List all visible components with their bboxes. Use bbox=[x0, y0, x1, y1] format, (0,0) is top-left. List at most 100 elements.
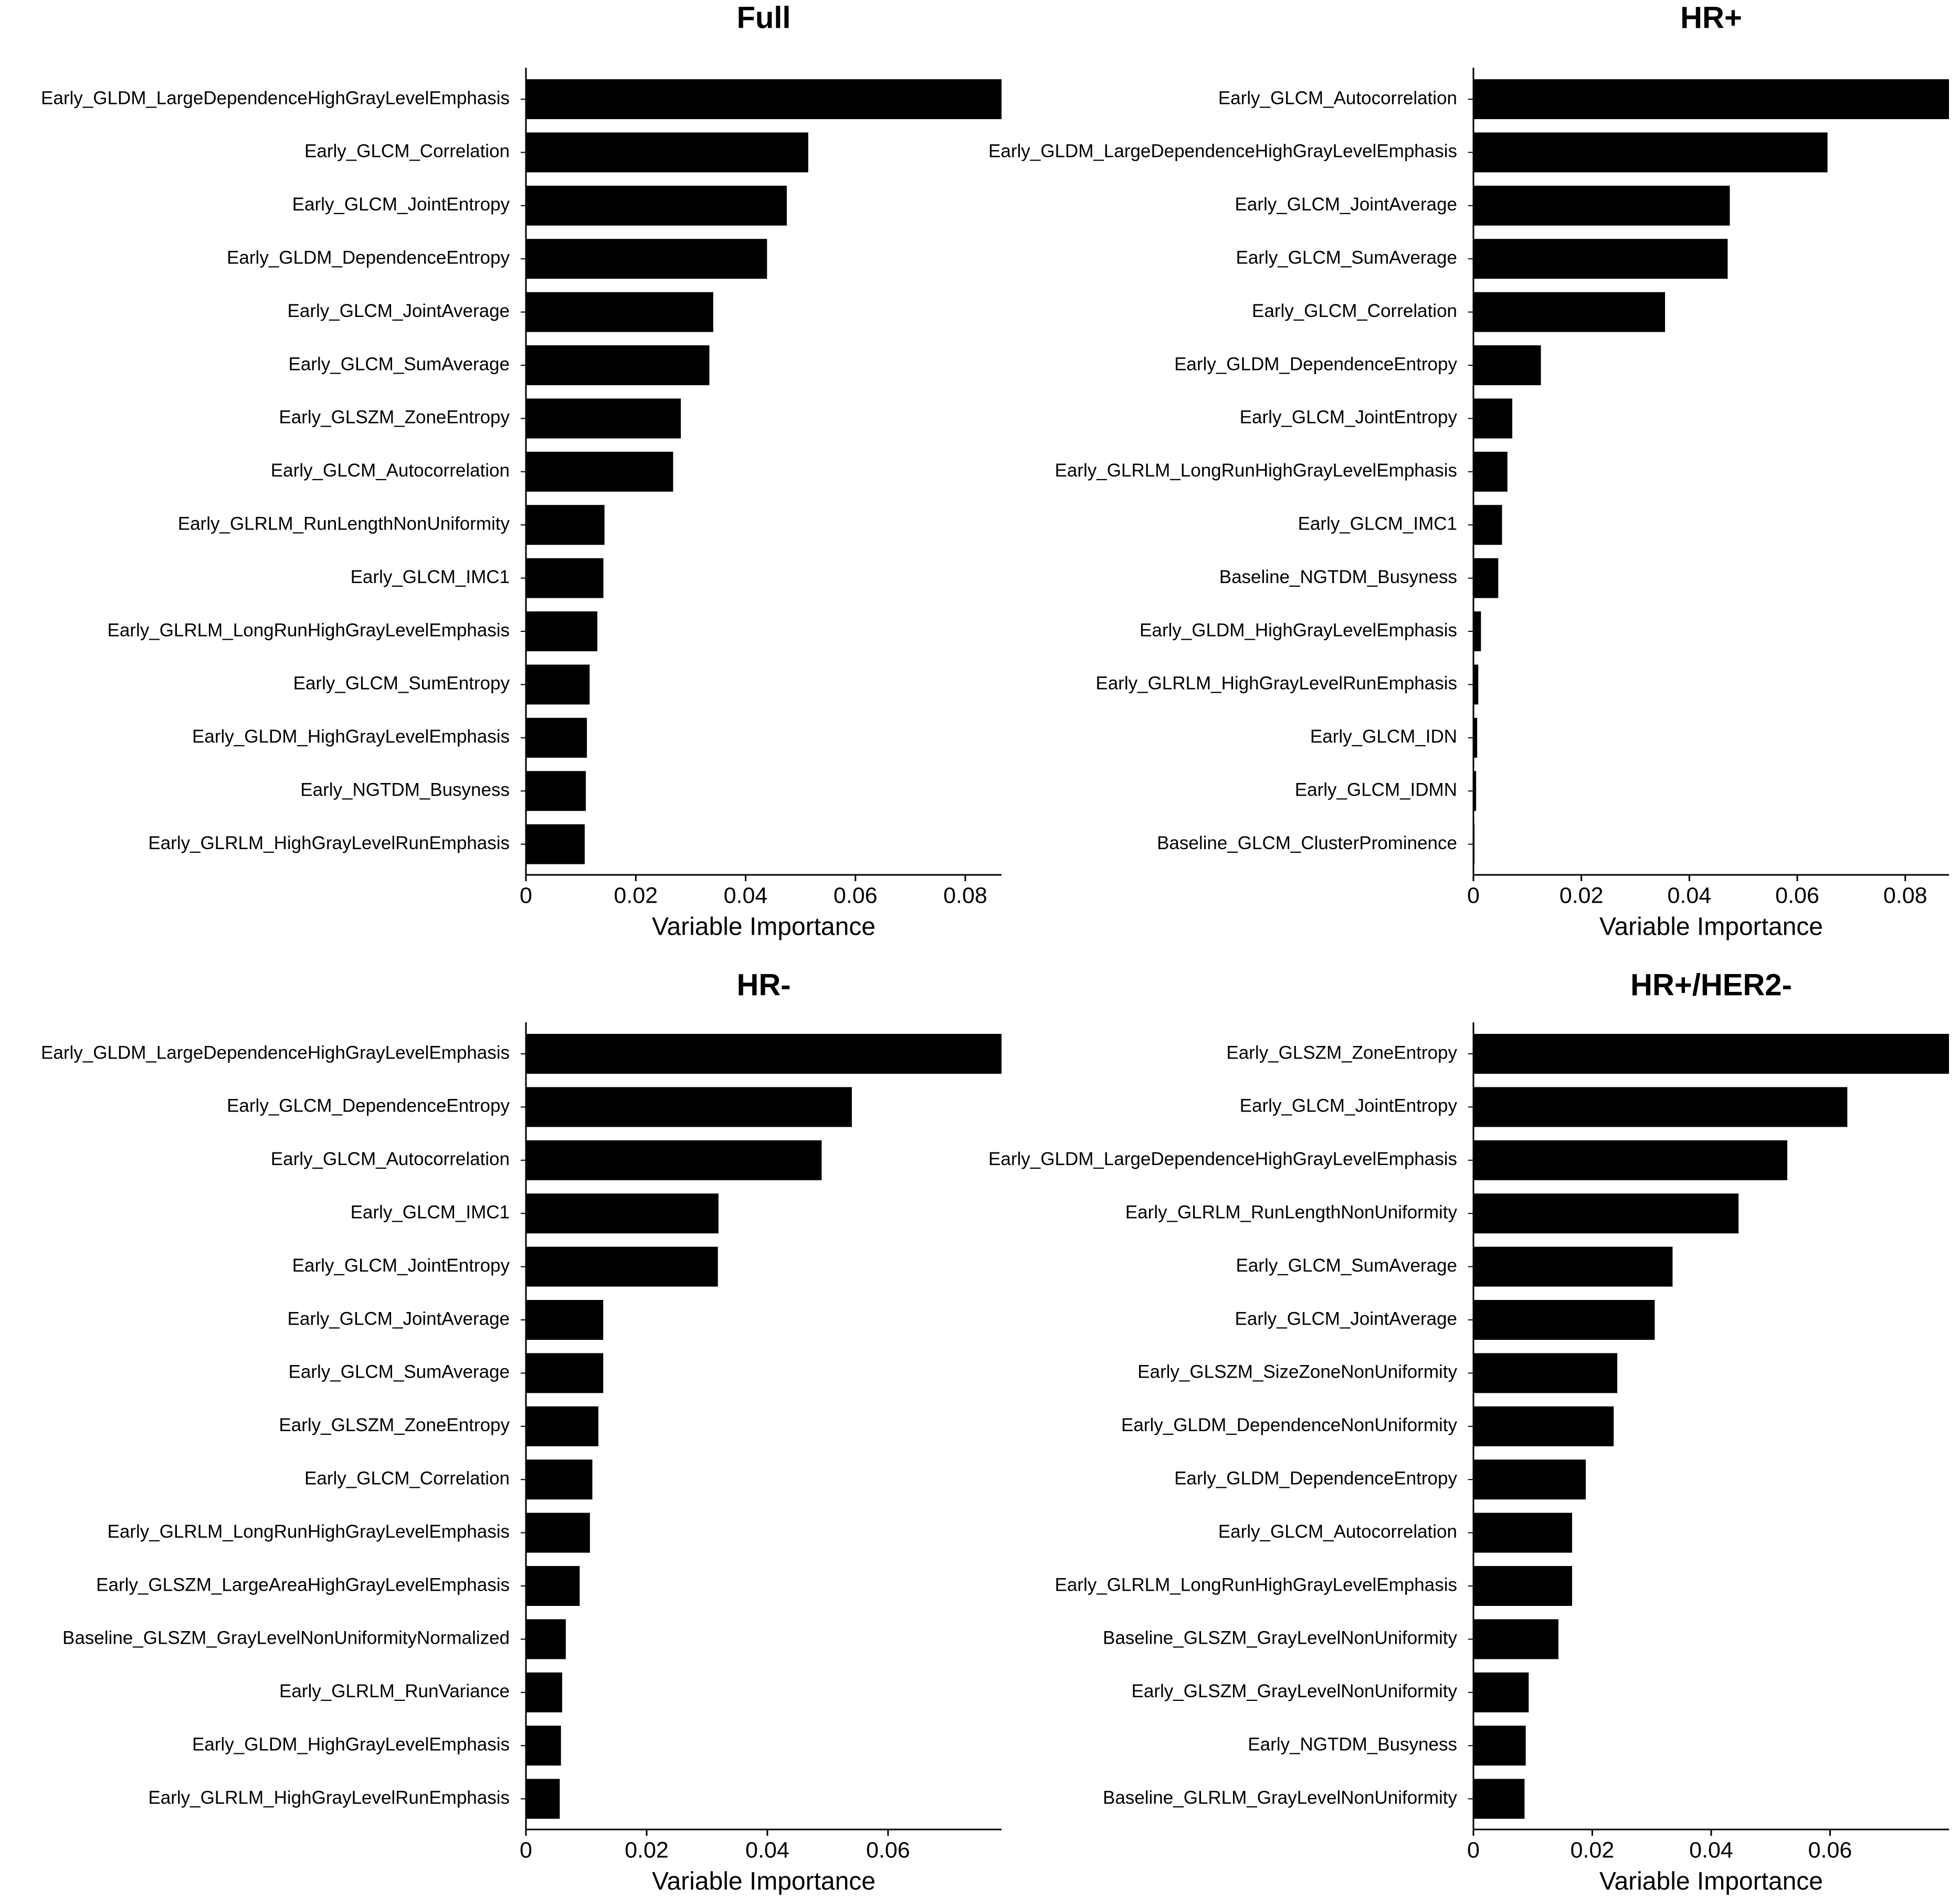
bar bbox=[526, 771, 586, 811]
bar bbox=[1473, 451, 1508, 492]
x-tick-label: 0 bbox=[520, 883, 532, 908]
bar bbox=[526, 1672, 562, 1712]
category-label: Early_GLDM_LargeDependenceHighGrayLevelE… bbox=[41, 1042, 510, 1063]
category-label: Early_GLCM_SumAverage bbox=[1236, 247, 1458, 268]
x-tick-label: 0.06 bbox=[866, 1837, 910, 1863]
bar bbox=[526, 132, 808, 173]
category-label: Early_GLDM_HighGrayLevelEmphasis bbox=[192, 1734, 510, 1754]
bar bbox=[526, 1459, 593, 1500]
x-tick-label: 0.04 bbox=[724, 883, 768, 908]
x-axis-label: Variable Importance bbox=[1599, 1868, 1823, 1896]
category-label: Early_GLCM_Correlation bbox=[1252, 301, 1457, 321]
category-label: Early_GLDM_DependenceEntropy bbox=[227, 247, 510, 268]
bar bbox=[526, 345, 710, 385]
category-label: Early_GLRLM_HighGrayLevelRunEmphasis bbox=[148, 833, 510, 853]
bar bbox=[1473, 132, 1828, 173]
category-label: Early_GLRLM_RunLengthNonUniformity bbox=[178, 513, 510, 534]
category-label: Early_GLCM_SumAverage bbox=[1236, 1255, 1458, 1276]
bar bbox=[526, 1034, 1002, 1074]
x-tick-label: 0 bbox=[1467, 1837, 1480, 1863]
category-label: Early_GLCM_IDN bbox=[1310, 726, 1457, 747]
bar bbox=[526, 824, 585, 864]
category-label: Early_GLCM_Correlation bbox=[304, 1468, 510, 1488]
bar bbox=[526, 398, 681, 439]
bar bbox=[1473, 292, 1666, 332]
bar bbox=[1473, 505, 1502, 545]
bar bbox=[526, 1566, 580, 1606]
bar bbox=[1473, 1087, 1848, 1127]
panel-title: HR- bbox=[736, 968, 791, 1002]
bar bbox=[526, 611, 598, 651]
bar bbox=[526, 185, 787, 226]
bar bbox=[1473, 1459, 1586, 1500]
bar bbox=[526, 1779, 560, 1819]
category-label: Early_GLSZM_ZoneEntropy bbox=[279, 1415, 510, 1435]
bar bbox=[1473, 79, 1949, 119]
bar bbox=[526, 505, 605, 545]
category-label: Early_GLCM_JointEntropy bbox=[292, 1255, 510, 1276]
category-label: Early_GLSZM_SizeZoneNonUniformity bbox=[1137, 1362, 1457, 1382]
category-label: Early_GLCM_SumEntropy bbox=[293, 673, 510, 694]
category-label: Early_GLCM_JointAverage bbox=[1235, 1308, 1457, 1329]
bar bbox=[526, 1193, 719, 1234]
x-tick-label: 0.08 bbox=[1883, 883, 1927, 908]
bar bbox=[1473, 1300, 1655, 1340]
category-label: Early_GLCM_Autocorrelation bbox=[271, 460, 510, 481]
panel-title: Full bbox=[736, 1, 791, 35]
x-tick-label: 0.04 bbox=[745, 1837, 789, 1863]
category-label: Early_NGTDM_Busyness bbox=[1248, 1734, 1457, 1754]
category-label: Early_GLCM_JointAverage bbox=[1235, 194, 1457, 215]
bar bbox=[1473, 1353, 1618, 1393]
category-label: Baseline_GLCM_ClusterProminence bbox=[1157, 833, 1457, 853]
x-tick-label: 0.06 bbox=[1808, 1837, 1852, 1863]
category-label: Early_GLRLM_LongRunHighGrayLevelEmphasis bbox=[1055, 460, 1458, 481]
bar bbox=[526, 451, 673, 492]
bar bbox=[526, 558, 604, 598]
category-label: Early_GLRLM_LongRunHighGrayLevelEmphasis bbox=[108, 1521, 510, 1542]
x-axis-label: Variable Importance bbox=[1599, 913, 1823, 941]
category-label: Early_GLDM_HighGrayLevelEmphasis bbox=[1140, 620, 1457, 640]
category-label: Early_GLDM_LargeDependenceHighGrayLevelE… bbox=[988, 1149, 1457, 1169]
bar bbox=[526, 239, 767, 279]
bar bbox=[526, 717, 587, 758]
category-label: Early_GLRLM_LongRunHighGrayLevelEmphasis bbox=[1055, 1574, 1458, 1595]
category-label: Baseline_GLSZM_GrayLevelNonUniformityNor… bbox=[62, 1628, 510, 1648]
panel-title: HR+ bbox=[1680, 1, 1742, 35]
bar bbox=[1473, 611, 1481, 651]
x-tick-label: 0.06 bbox=[1775, 883, 1819, 908]
category-label: Early_GLCM_JointAverage bbox=[288, 301, 510, 321]
bar bbox=[1473, 345, 1541, 385]
bar bbox=[1473, 398, 1513, 439]
bar bbox=[1473, 185, 1730, 226]
category-label: Early_GLCM_Correlation bbox=[304, 141, 510, 162]
category-label: Early_GLCM_IMC1 bbox=[1298, 513, 1457, 534]
category-label: Baseline_GLRLM_GrayLevelNonUniformity bbox=[1103, 1787, 1458, 1808]
category-label: Early_GLDM_DependenceEntropy bbox=[1174, 1468, 1457, 1488]
bar bbox=[1473, 1726, 1526, 1766]
bar bbox=[1473, 239, 1728, 279]
category-label: Early_GLCM_IMC1 bbox=[351, 567, 510, 587]
bar bbox=[1473, 1779, 1525, 1819]
bar bbox=[1473, 1034, 1949, 1074]
bar bbox=[526, 1246, 718, 1287]
x-tick-label: 0.04 bbox=[1667, 883, 1711, 908]
category-label: Early_GLRLM_HighGrayLevelRunEmphasis bbox=[148, 1787, 510, 1808]
category-label: Early_GLSZM_ZoneEntropy bbox=[1226, 1042, 1457, 1063]
bar bbox=[1473, 558, 1499, 598]
x-tick-label: 0 bbox=[1467, 883, 1480, 908]
category-label: Baseline_GLSZM_GrayLevelNonUniformity bbox=[1103, 1628, 1457, 1648]
x-axis-label: Variable Importance bbox=[652, 913, 876, 941]
bar bbox=[526, 1512, 590, 1553]
category-label: Early_GLCM_IMC1 bbox=[351, 1202, 510, 1222]
category-label: Baseline_NGTDM_Busyness bbox=[1219, 567, 1457, 587]
category-label: Early_GLCM_JointAverage bbox=[288, 1308, 510, 1329]
bar bbox=[526, 1353, 604, 1393]
bar bbox=[1473, 1193, 1739, 1234]
category-label: Early_GLCM_JointEntropy bbox=[292, 194, 510, 215]
bar bbox=[1473, 1512, 1572, 1553]
category-label: Early_GLRLM_LongRunHighGrayLevelEmphasis bbox=[108, 620, 510, 640]
category-label: Early_GLCM_Autocorrelation bbox=[1218, 88, 1457, 108]
bar bbox=[526, 292, 713, 332]
x-tick-label: 0.02 bbox=[625, 1837, 669, 1863]
